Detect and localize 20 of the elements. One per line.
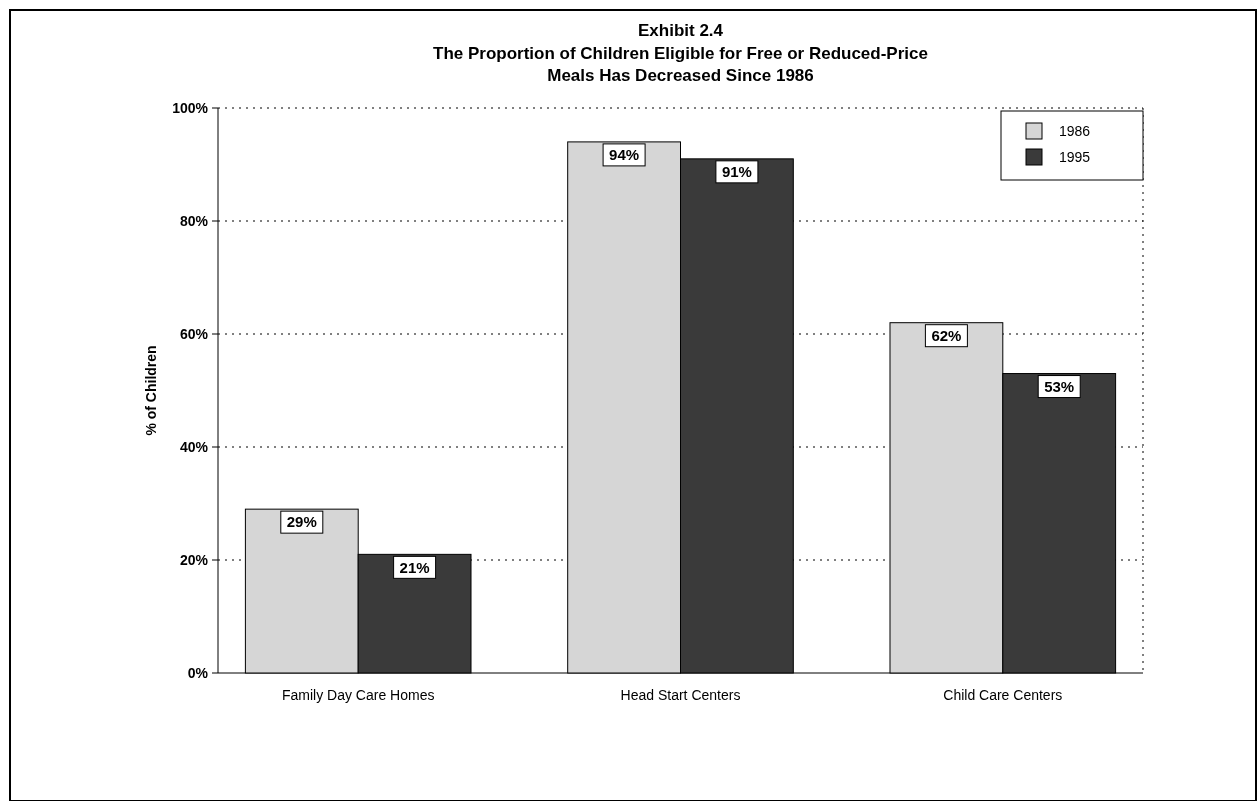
chart-subtitle: The Proportion of Children Eligible for Free or Reduced-Price Meals Has Decreased Since 1986: [433, 44, 928, 85]
y-tick-label: 20%: [179, 551, 209, 568]
data-label: 21%: [399, 558, 430, 576]
y-tick-label: 0%: [187, 664, 209, 681]
data-label: 53%: [1044, 377, 1075, 395]
chart-title: Exhibit 2.4: [637, 21, 724, 40]
y-tick-label: 100%: [172, 99, 209, 116]
data-label: 94%: [609, 146, 640, 164]
legend-label: 1995: [1059, 148, 1091, 165]
y-tick-label: 80%: [179, 212, 209, 229]
legend-label: 1986: [1059, 122, 1091, 139]
data-label: 91%: [721, 163, 752, 181]
y-axis-title: % of Children: [143, 345, 159, 436]
y-tick-label: 60%: [179, 325, 209, 342]
x-tick-label: Family Day Care Homes: [281, 687, 435, 703]
x-tick-label: Head Start Centers: [620, 687, 741, 703]
x-tick-label: Child Care Centers: [943, 687, 1063, 703]
data-label: 29%: [286, 513, 317, 531]
y-tick-label: 40%: [179, 438, 209, 455]
data-label: 62%: [931, 326, 962, 344]
